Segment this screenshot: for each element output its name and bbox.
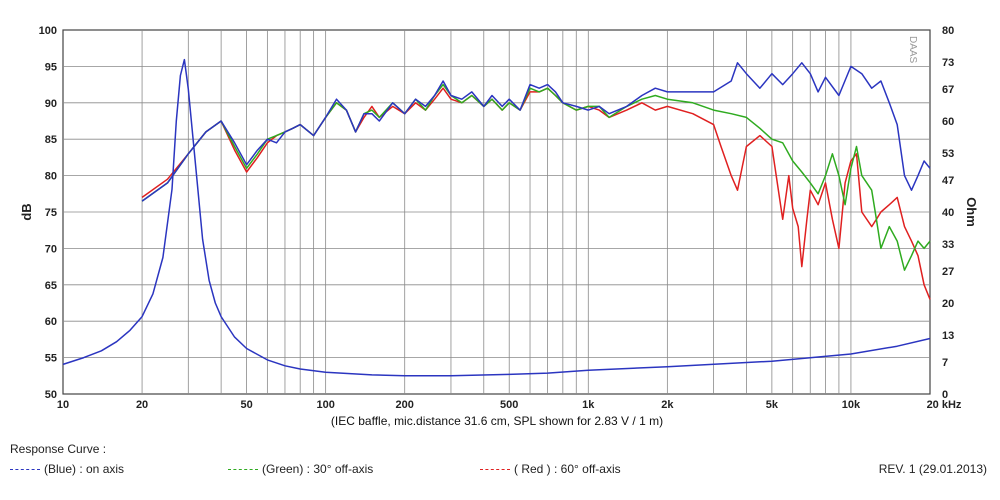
x-tick-label: 20: [136, 399, 148, 411]
tick-labels: 10 20 50 100 200 500 1k 2k 5k 10k 20 kHz5055606570…: [39, 25, 962, 411]
brand-watermark: DAAS: [907, 36, 918, 64]
y-tick-label: 100: [39, 25, 57, 37]
y-tick-label: 85: [45, 134, 57, 146]
x-tick-label: 5k: [766, 399, 779, 411]
y2-tick-label: 0: [942, 389, 948, 401]
legend-item-green: (Green) : 30° off-axis: [228, 462, 373, 476]
y2-tick-label: 33: [942, 239, 954, 251]
legend-swatch-red: [480, 469, 510, 471]
y2-tick-label: 7: [942, 357, 948, 369]
y2-tick-label: 53: [942, 148, 954, 160]
y-axis-title: dB: [19, 203, 34, 220]
legend: Response Curve : (Blue) : on axis (Green…: [8, 440, 993, 490]
series-line-on-axis: [141, 62, 931, 202]
x-tick-label: 50: [240, 399, 252, 411]
x-tick-label: 100: [316, 399, 334, 411]
x-tick-label: 2k: [661, 399, 674, 411]
revision-label: REV. 1 (29.01.2013): [878, 462, 987, 476]
y-tick-label: 95: [45, 61, 57, 73]
x-tick-label: 200: [396, 399, 414, 411]
y2-tick-label: 20: [942, 298, 954, 310]
y-tick-label: 70: [45, 243, 57, 255]
x-tick-label: 20 kHz: [927, 399, 962, 411]
legend-swatch-green: [228, 469, 258, 471]
x-tick-label: 1k: [582, 399, 595, 411]
y-tick-label: 65: [45, 280, 57, 292]
y-tick-label: 50: [45, 389, 57, 401]
frequency-response-chart: 10 20 50 100 200 500 1k 2k 5k 10k 20 kHz5055606570…: [19, 25, 979, 428]
grid: [63, 30, 930, 394]
y2-tick-label: 40: [942, 207, 954, 219]
y2-tick-label: 60: [942, 116, 954, 128]
y2-tick-label: 73: [942, 57, 954, 69]
legend-label-red: ( Red ) : 60° off-axis: [514, 462, 621, 476]
legend-item-red: ( Red ) : 60° off-axis: [480, 462, 621, 476]
curves: [62, 58, 931, 377]
y-tick-label: 80: [45, 171, 57, 183]
x-tick-label: 10k: [842, 399, 861, 411]
y-tick-label: 55: [45, 353, 57, 365]
legend-heading: Response Curve :: [10, 442, 107, 456]
y2-tick-label: 47: [942, 175, 954, 187]
x-tick-label: 10: [57, 399, 69, 411]
y2-tick-label: 13: [942, 330, 954, 342]
y2-tick-label: 67: [942, 84, 954, 96]
y-tick-label: 90: [45, 98, 57, 110]
legend-label-green: (Green) : 30° off-axis: [262, 462, 374, 476]
legend-label-blue: (Blue) : on axis: [44, 462, 125, 476]
y-tick-label: 75: [45, 207, 57, 219]
legend-swatch-blue: [10, 469, 40, 471]
y2-axis-title: Ohm: [964, 197, 979, 227]
y2-tick-label: 80: [942, 25, 954, 37]
y2-tick-label: 27: [942, 266, 954, 278]
x-axis-caption: (IEC baffle, mic.distance 31.6 cm, SPL s…: [331, 414, 663, 428]
legend-item-blue: (Blue) : on axis: [10, 462, 124, 476]
y-tick-label: 60: [45, 316, 57, 328]
x-tick-label: 500: [500, 399, 518, 411]
series-line-impedance: [62, 58, 931, 377]
